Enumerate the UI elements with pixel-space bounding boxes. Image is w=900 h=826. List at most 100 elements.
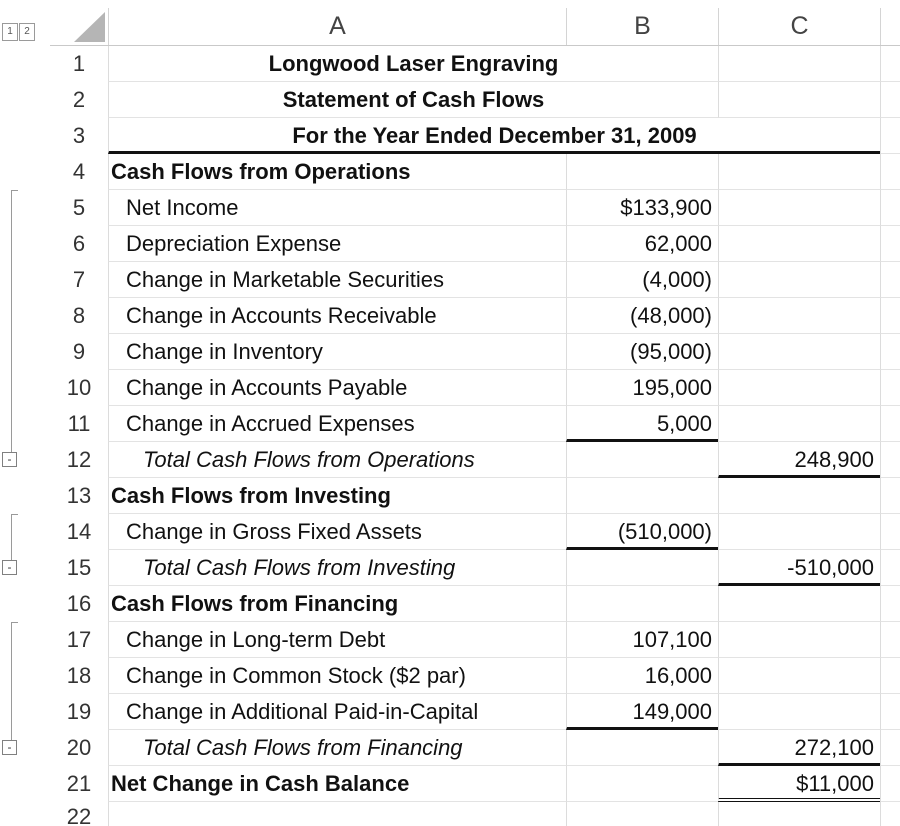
row-header[interactable]: 11 [67, 411, 91, 436]
cell-c7[interactable] [718, 262, 880, 298]
cell-c20[interactable]: 272,100 [718, 730, 880, 766]
cell-d15[interactable] [880, 550, 900, 586]
cell-c18[interactable] [718, 658, 880, 694]
row-header[interactable]: 13 [66, 483, 92, 508]
row-header[interactable]: 16 [66, 591, 92, 616]
cell-c9[interactable] [718, 334, 880, 370]
cell-d12[interactable] [880, 442, 900, 478]
cell-a5[interactable]: Net Income [108, 190, 566, 226]
cell-c6[interactable] [718, 226, 880, 262]
row-header[interactable]: 12 [66, 447, 92, 472]
cell-a11[interactable]: Change in Accrued Expenses [108, 406, 566, 442]
cell-d9[interactable] [880, 334, 900, 370]
cell-d3[interactable] [880, 118, 900, 154]
row-header[interactable]: 10 [66, 375, 92, 400]
column-header-b[interactable]: B [566, 8, 718, 45]
cell-a4[interactable]: Cash Flows from Operations [108, 154, 566, 190]
cell-a14[interactable]: Change in Gross Fixed Assets [108, 514, 566, 550]
cell-a10[interactable]: Change in Accounts Payable [108, 370, 566, 406]
cell-b6[interactable]: 62,000 [566, 226, 718, 262]
outline-level-2-button[interactable]: 2 [19, 23, 35, 41]
row-header[interactable]: 8 [72, 303, 86, 328]
collapse-group-financing-button[interactable]: - [2, 740, 17, 755]
outline-level-1-button[interactable]: 1 [2, 23, 18, 41]
row-header[interactable]: 5 [72, 195, 86, 220]
row-header[interactable]: 19 [66, 699, 92, 724]
cell-b5[interactable]: $133,900 [566, 190, 718, 226]
cell-b7[interactable]: (4,000) [566, 262, 718, 298]
cell-b10[interactable]: 195,000 [566, 370, 718, 406]
collapse-group-investing-button[interactable]: - [2, 560, 17, 575]
cell-d1[interactable] [880, 46, 900, 82]
cell-a8[interactable]: Change in Accounts Receivable [108, 298, 566, 334]
cell-b15[interactable] [566, 550, 718, 586]
row-header[interactable]: 22 [66, 804, 92, 826]
cell-c8[interactable] [718, 298, 880, 334]
cell-b16[interactable] [566, 586, 718, 622]
cell-c10[interactable] [718, 370, 880, 406]
cell-a17[interactable]: Change in Long-term Debt [108, 622, 566, 658]
row-header[interactable]: 18 [66, 663, 92, 688]
cell-a12[interactable]: Total Cash Flows from Operations [108, 442, 566, 478]
row-header[interactable]: 15 [66, 555, 92, 580]
cell-d19[interactable] [880, 694, 900, 730]
cell-d8[interactable] [880, 298, 900, 334]
cell-b8[interactable]: (48,000) [566, 298, 718, 334]
cell-b19[interactable]: 149,000 [566, 694, 718, 730]
select-all-corner[interactable] [50, 8, 108, 45]
cell-c2[interactable] [718, 82, 880, 118]
cell-a22[interactable] [108, 802, 566, 826]
row-header[interactable]: 14 [66, 519, 92, 544]
cell-a18[interactable]: Change in Common Stock ($2 par) [108, 658, 566, 694]
cell-b4[interactable] [566, 154, 718, 190]
cell-c11[interactable] [718, 406, 880, 442]
row-header[interactable]: 9 [72, 339, 86, 364]
cell-c4[interactable] [718, 154, 880, 190]
cell-d10[interactable] [880, 370, 900, 406]
cell-c15[interactable]: -510,000 [718, 550, 880, 586]
cell-d6[interactable] [880, 226, 900, 262]
cell-c13[interactable] [718, 478, 880, 514]
cell-c16[interactable] [718, 586, 880, 622]
row-header[interactable]: 7 [72, 267, 86, 292]
row-header[interactable]: 6 [72, 231, 86, 256]
cell-b14[interactable]: (510,000) [566, 514, 718, 550]
cell-d22[interactable] [880, 802, 900, 826]
cell-c12[interactable]: 248,900 [718, 442, 880, 478]
cell-c5[interactable] [718, 190, 880, 226]
cell-d5[interactable] [880, 190, 900, 226]
cell-a2[interactable]: Statement of Cash Flows [108, 82, 718, 118]
cell-b12[interactable] [566, 442, 718, 478]
cell-b17[interactable]: 107,100 [566, 622, 718, 658]
column-header-d[interactable] [880, 8, 900, 45]
collapse-group-operations-button[interactable]: - [2, 452, 17, 467]
column-header-a[interactable]: A [108, 8, 566, 45]
cell-a16[interactable]: Cash Flows from Financing [108, 586, 566, 622]
cell-a7[interactable]: Change in Marketable Securities [108, 262, 566, 298]
row-header[interactable]: 1 [72, 51, 86, 76]
cell-a19[interactable]: Change in Additional Paid-in-Capital [108, 694, 566, 730]
cell-a6[interactable]: Depreciation Expense [108, 226, 566, 262]
cell-a13[interactable]: Cash Flows from Investing [108, 478, 566, 514]
column-header-c[interactable]: C [718, 8, 880, 45]
cell-d20[interactable] [880, 730, 900, 766]
cell-c1[interactable] [718, 46, 880, 82]
cell-c19[interactable] [718, 694, 880, 730]
cell-c21[interactable]: $11,000 [718, 766, 880, 802]
cell-d16[interactable] [880, 586, 900, 622]
cell-b21[interactable] [566, 766, 718, 802]
cell-c17[interactable] [718, 622, 880, 658]
cell-c14[interactable] [718, 514, 880, 550]
row-header[interactable]: 2 [72, 87, 86, 112]
cell-b18[interactable]: 16,000 [566, 658, 718, 694]
cell-d14[interactable] [880, 514, 900, 550]
cell-a20[interactable]: Total Cash Flows from Financing [108, 730, 566, 766]
cell-a1[interactable]: Longwood Laser Engraving [108, 46, 718, 82]
row-header[interactable]: 21 [66, 771, 92, 796]
cell-b22[interactable] [566, 802, 718, 826]
cell-b13[interactable] [566, 478, 718, 514]
cell-d13[interactable] [880, 478, 900, 514]
cell-a15[interactable]: Total Cash Flows from Investing [108, 550, 566, 586]
cell-d21[interactable] [880, 766, 900, 802]
cell-a3[interactable]: For the Year Ended December 31, 2009 [108, 118, 880, 154]
